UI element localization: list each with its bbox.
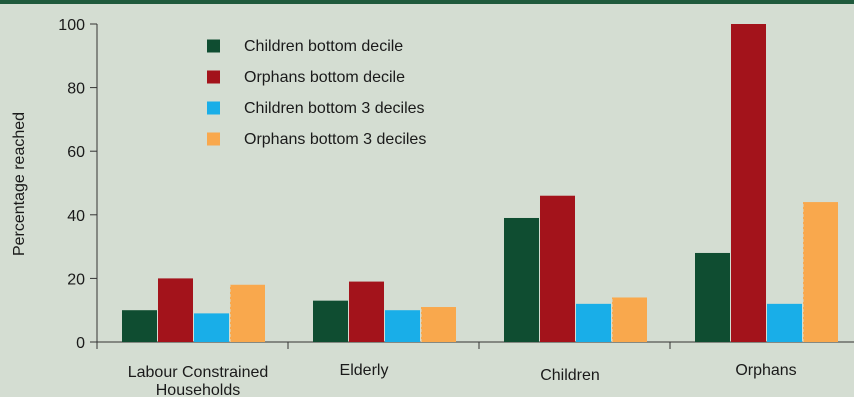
bar (385, 310, 420, 342)
bar (576, 303, 611, 342)
bar (313, 300, 348, 342)
bar (349, 281, 384, 342)
top-accent-bar (0, 0, 854, 4)
y-tick-label: 40 (67, 208, 85, 225)
bar (421, 307, 456, 342)
y-tick-label: 0 (76, 335, 85, 352)
x-category-label: Children (540, 367, 600, 384)
y-axis-title: Percentage reached (11, 112, 28, 256)
bar (540, 195, 575, 342)
bar (731, 24, 766, 342)
bar (194, 313, 229, 342)
x-category-label-line: Children (540, 367, 600, 384)
x-category-label: Orphans (735, 362, 796, 379)
bar (158, 278, 193, 342)
y-tick-label: 20 (67, 271, 85, 288)
legend-swatch (207, 39, 220, 53)
y-tick-label: 100 (58, 17, 85, 34)
x-category-label-line: Elderly (340, 362, 389, 379)
legend-label: Orphans bottom decile (244, 69, 405, 86)
legend-swatch (207, 70, 220, 84)
bar (122, 310, 157, 342)
legend-label: Orphans bottom 3 deciles (244, 131, 426, 148)
y-tick-label: 60 (67, 144, 85, 161)
x-category-label-line: Labour Constrained (128, 364, 269, 381)
legend-swatch (207, 101, 220, 115)
bar (230, 284, 265, 342)
bar (803, 202, 838, 342)
legend-swatch (207, 132, 220, 146)
bar (612, 297, 647, 342)
x-category-label: Labour Constrained Households (128, 364, 269, 397)
x-category-label-line: Households (156, 382, 241, 397)
bar (767, 303, 802, 342)
legend-label: Children bottom decile (244, 38, 403, 55)
bar (504, 217, 539, 342)
x-category-label-line: Orphans (735, 362, 796, 379)
x-category-label: Elderly (340, 362, 389, 379)
y-tick-label: 80 (67, 81, 85, 98)
bar (695, 252, 730, 342)
legend-label: Children bottom 3 deciles (244, 100, 425, 117)
